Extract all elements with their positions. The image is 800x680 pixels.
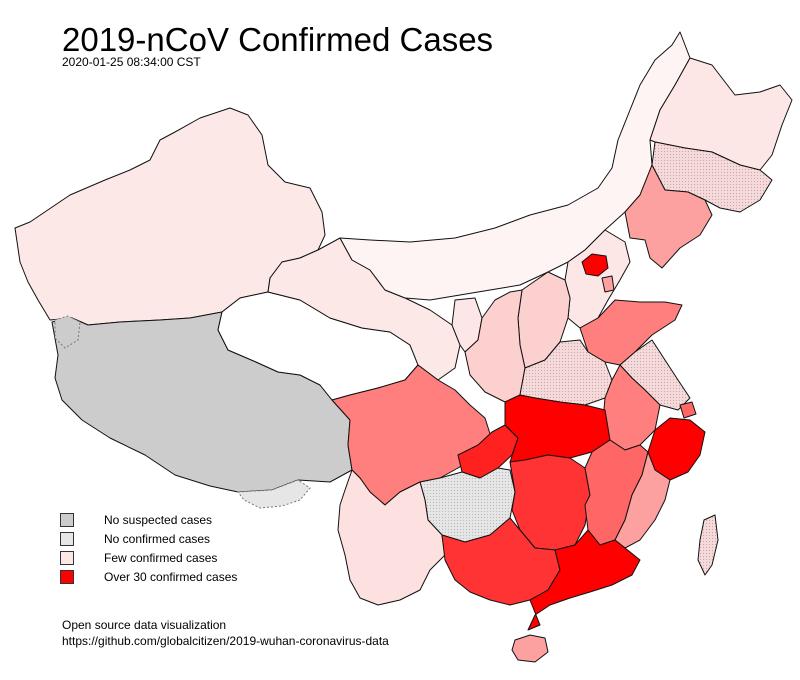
region-disputed-south bbox=[237, 479, 311, 509]
region-shanghai bbox=[679, 401, 697, 419]
region-inner-mongolia bbox=[339, 31, 691, 301]
legend-swatch bbox=[60, 570, 74, 584]
region-disputed-west bbox=[54, 315, 81, 349]
source-link[interactable]: https://github.com/globalcitizen/2019-wu… bbox=[62, 634, 389, 648]
region-yunnan bbox=[337, 469, 446, 606]
page-title: 2019-nCoV Confirmed Cases bbox=[62, 21, 494, 58]
region-tianjin bbox=[601, 275, 615, 293]
region-fujian bbox=[614, 451, 671, 549]
legend-label: Few confirmed cases bbox=[104, 551, 218, 565]
legend-label: Over 30 confirmed cases bbox=[104, 570, 238, 584]
legend-label: No suspected cases bbox=[104, 513, 213, 527]
region-liaoning bbox=[624, 164, 713, 269]
legend-label: No confirmed cases bbox=[104, 532, 211, 546]
region-hainan bbox=[511, 634, 549, 663]
region-guangdong bbox=[527, 529, 641, 631]
timestamp: 2020-01-25 08:34:00 CST bbox=[62, 55, 201, 69]
region-hunan bbox=[509, 454, 591, 551]
legend-swatch bbox=[60, 532, 74, 546]
legend-swatch bbox=[60, 513, 74, 527]
credit-line: Open source data visualization bbox=[62, 618, 227, 632]
region-beijing bbox=[581, 253, 609, 277]
credit: Open source data visualization https://g… bbox=[62, 617, 389, 649]
region-taiwan bbox=[697, 514, 719, 576]
legend-swatch bbox=[60, 551, 74, 565]
